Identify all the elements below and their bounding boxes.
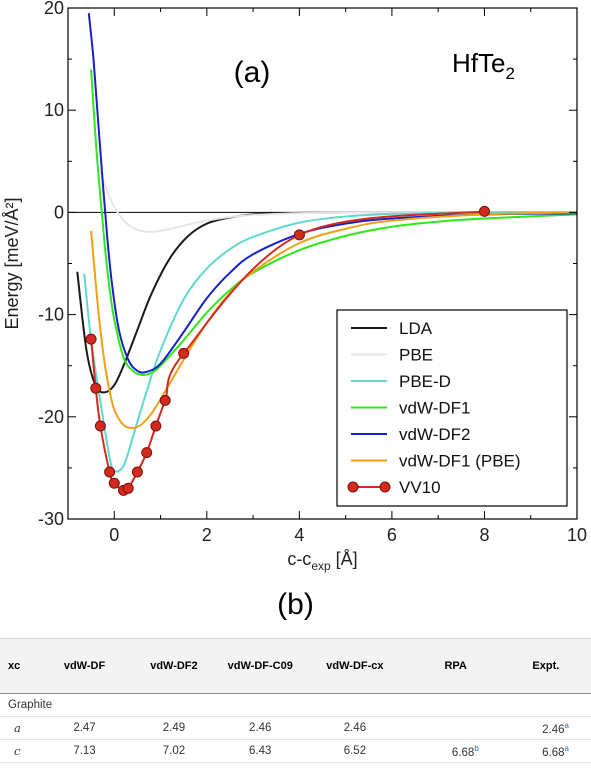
group-label: Graphite (0, 693, 591, 717)
data-point (108, 477, 120, 489)
data-point (479, 205, 490, 217)
lattice-table: xc vdW-DF vdW-DF2 vdW-DF-C09 vdW-DF-cx R… (0, 638, 591, 770)
x-axis-label-unit: [Å] (331, 549, 358, 569)
x-axis-label: c-cexp [Å] (287, 549, 357, 573)
y-tick-label: -30 (38, 509, 64, 529)
x-axis-label-base: c-c (287, 549, 311, 569)
data-point (94, 420, 106, 432)
footnote-link[interactable]: b (474, 743, 479, 753)
series-line-4 (87, 12, 577, 374)
x-tick-label: 2 (202, 525, 212, 545)
data-point (90, 382, 102, 394)
header-xc: xc (8, 659, 21, 672)
table-cell: 6.68b (410, 739, 501, 763)
y-tick-label: 20 (44, 0, 64, 18)
table-cell (410, 716, 501, 740)
legend-label: PBE (399, 346, 433, 365)
legend-marker (347, 481, 359, 493)
series-line-2 (83, 211, 577, 473)
y-tick-label: -10 (38, 305, 64, 325)
material-label-subscript: 2 (505, 64, 514, 83)
series-line-5 (90, 211, 577, 430)
series-group (76, 12, 577, 496)
y-tick-label: 0 (54, 202, 64, 222)
cell-value: 6.68 (451, 746, 475, 759)
row-label: a (0, 716, 43, 740)
legend-label: vdW-DF1 (PBE) (399, 452, 521, 471)
table-row: a 2.47 2.49 2.46 2.46 2.46a (0, 716, 591, 740)
y-tick-label: -20 (38, 407, 64, 427)
header-vdw-df2: vdW-DF2 (150, 659, 198, 672)
y-axis-label: Energy [meV/Å²] (2, 197, 22, 329)
y-tick-label: 10 (44, 100, 64, 120)
table-cell: 6.43 (221, 739, 300, 763)
table-cell: 2.47 (42, 716, 127, 740)
table-cell: 7.02 (126, 739, 222, 763)
table-cell: 6.52 (299, 739, 411, 763)
series-line-1 (99, 171, 577, 233)
x-axis-label-subscript: exp (311, 559, 331, 573)
data-point (85, 333, 97, 345)
header-vdw-df: vdW-DF (63, 659, 106, 672)
x-tick-label: 4 (294, 525, 304, 545)
table-cell: 2.46 (221, 716, 300, 740)
data-point (178, 347, 190, 359)
data-point (141, 447, 153, 459)
table-row: c 7.13 7.02 6.43 6.52 6.68b 6.68a (0, 739, 591, 763)
header-rpa: RPA (444, 659, 467, 672)
header-vdw-df-cx: vdW-DF-cx (326, 659, 384, 672)
x-tick-label: 8 (479, 525, 489, 545)
legend: LDA PBE PBE-D vdW-DF1 vdW-DF2 vdW-DF1 (PBE) VV… (336, 309, 568, 507)
data-point (104, 466, 116, 478)
data-point (131, 466, 143, 478)
table-cell: 7.13 (42, 739, 127, 763)
legend-label: vdW-DF2 (399, 425, 470, 444)
panel-a-label: (a) (234, 56, 271, 89)
table-cell: 6.68a (500, 739, 591, 763)
legend-label: PBE-D (399, 372, 451, 391)
cell-value: 2.46 (542, 723, 565, 736)
table-cell: 2.46 (299, 716, 411, 740)
panel-b-label: (b) (277, 588, 314, 621)
row-label: c (0, 739, 43, 763)
data-point (293, 229, 305, 241)
x-tick-label: 0 (109, 525, 119, 545)
x-tick-label: 10 (567, 525, 587, 545)
legend-label: LDA (399, 319, 433, 338)
x-tick-label: 6 (387, 525, 397, 545)
cell-value: 6.68 (542, 746, 565, 759)
footnote-link[interactable]: a (564, 743, 569, 753)
legend-marker (379, 481, 391, 493)
table-header-row: xc vdW-DF vdW-DF2 vdW-DF-C09 vdW-DF-cx R… (0, 638, 591, 694)
legend-label: vdW-DF1 (399, 399, 470, 418)
table-cell: 2.49 (126, 716, 222, 740)
header-expt: Expt. (532, 659, 560, 672)
header-vdw-df-c09: vdW-DF-C09 (227, 659, 293, 672)
chart-panel-a: 0 2 4 6 8 10 -30 -20 -10 0 10 20 c-cexp [Å] Energy [m… (2, 0, 587, 573)
material-label: HfTe2 (452, 48, 515, 83)
footnote-link[interactable]: a (564, 720, 569, 730)
series-line-3 (90, 69, 577, 376)
material-label-base: HfTe (452, 48, 505, 78)
data-point (150, 420, 162, 432)
table-group-row: Graphite (0, 693, 591, 717)
table-cell: 2.46a (500, 716, 591, 740)
data-point (159, 394, 171, 406)
plot-layer: 0 2 4 6 8 10 -30 -20 -10 0 10 20 c-cexp [Å] Energy [m… (2, 0, 587, 573)
data-point (122, 482, 134, 494)
legend-label: VV10 (399, 478, 441, 497)
